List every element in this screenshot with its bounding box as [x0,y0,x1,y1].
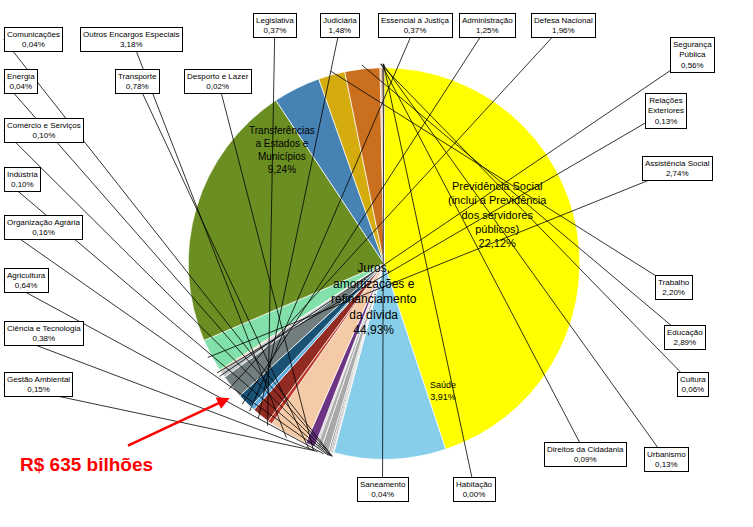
svg-text:Assistência Social2,74%: Assistência Social2,74% [645,159,710,178]
svg-text:Comunicações0,04%: Comunicações0,04% [7,30,60,49]
svg-text:Educação2,89%: Educação2,89% [667,328,703,347]
svg-text:Organização Agrária0,16%: Organização Agrária0,16% [7,218,80,237]
svg-text:Transporte0,78%: Transporte0,78% [118,72,157,91]
svg-text:Energia0,04%: Energia0,04% [7,72,35,91]
svg-text:Previdência Social(inclui a Pr: Previdência Social(inclui a Previdênciad… [448,180,547,249]
svg-text:Outros Encargos Especiais3,18%: Outros Encargos Especiais3,18% [83,30,180,49]
svg-text:Trabalho2,20%: Trabalho2,20% [658,278,690,297]
svg-text:Transferênciasa Estados eMunic: Transferênciasa Estados eMunicípios9,24% [249,125,315,175]
svg-text:Urbanismo0,13%: Urbanismo0,13% [647,450,686,469]
svg-text:Cultura0,06%: Cultura0,06% [680,375,706,394]
svg-text:Agricultura0,64%: Agricultura0,64% [7,271,46,290]
svg-text:Defesa Nacional1,96%: Defesa Nacional1,96% [534,16,593,35]
svg-text:RelaçõesExteriores0,13%: RelaçõesExteriores0,13% [648,96,684,126]
svg-text:Administração1,25%: Administração1,25% [462,16,513,35]
svg-text:Saneamento0,04%: Saneamento0,04% [360,480,406,499]
svg-text:Judiciária1,48%: Judiciária1,48% [323,16,357,35]
svg-text:Ciência e Tecnologia0,38%: Ciência e Tecnologia0,38% [7,324,81,343]
svg-text:Direitos da Cidadania0,09%: Direitos da Cidadania0,09% [547,445,624,464]
svg-text:Habitação0,00%: Habitação0,00% [456,480,493,499]
svg-text:Desporto e Lazer0,02%: Desporto e Lazer0,02% [187,72,249,91]
svg-text:SegurançaPública0,56%: SegurançaPública0,56% [673,40,712,70]
svg-text:Indústria0,10%: Indústria0,10% [7,170,38,189]
svg-text:Essencial à Justiça0,37%: Essencial à Justiça0,37% [381,16,450,35]
svg-text:Saúde3,91%: Saúde3,91% [430,380,456,402]
svg-text:Gestão Ambiental0,15%: Gestão Ambiental0,15% [7,375,70,394]
svg-text:R$ 635 bilhões: R$ 635 bilhões [20,454,153,475]
svg-text:Juros,amortizações erefinancia: Juros,amortizações erefinanciamentoda dí… [331,261,417,337]
svg-text:Comércio e Serviços0,10%: Comércio e Serviços0,10% [7,121,81,140]
svg-text:Legislativa0,37%: Legislativa0,37% [256,16,294,35]
